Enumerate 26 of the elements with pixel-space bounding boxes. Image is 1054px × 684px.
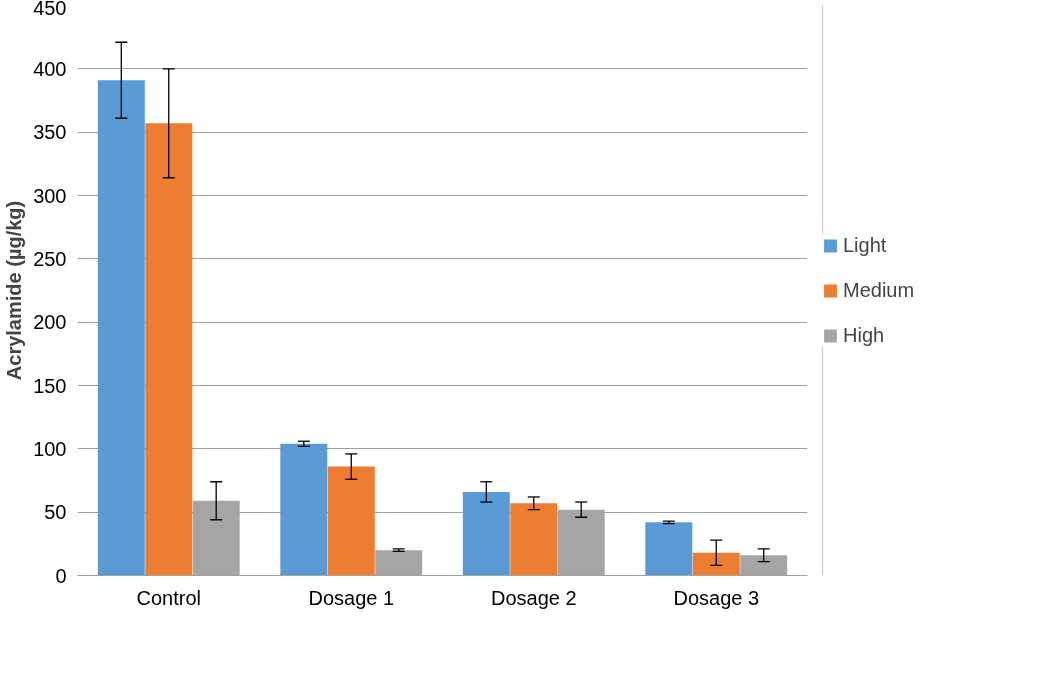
- bar: [510, 503, 558, 576]
- y-tick-label: 200: [33, 311, 67, 334]
- y-tick-label: 0: [55, 564, 67, 587]
- x-tick-label: Control: [136, 586, 201, 609]
- bar: [692, 552, 740, 576]
- bar: [645, 522, 693, 576]
- bar: [327, 466, 375, 576]
- y-tick-label: 300: [33, 184, 67, 207]
- x-tick-label: Dosage 2: [490, 586, 577, 609]
- y-axis-title: Acrylamide (µg/kg): [3, 200, 26, 381]
- y-tick-label: 100: [33, 437, 67, 460]
- legend-label: Light: [843, 233, 887, 257]
- y-tick-label: 250: [33, 247, 67, 270]
- y-tick-label: 400: [33, 57, 67, 80]
- x-tick-label: Dosage 1: [308, 586, 395, 609]
- y-tick-label: 450: [33, 0, 67, 19]
- bar: [97, 80, 145, 576]
- legend-label: Medium: [843, 278, 915, 302]
- bar: [462, 491, 510, 576]
- x-tick-label: Dosage 3: [673, 586, 760, 609]
- y-tick-label: 350: [33, 121, 67, 144]
- y-tick-label: 50: [44, 501, 67, 524]
- legend-label: High: [843, 323, 885, 347]
- bar: [280, 443, 328, 576]
- bar: [145, 123, 193, 576]
- y-tick-label: 150: [33, 374, 67, 397]
